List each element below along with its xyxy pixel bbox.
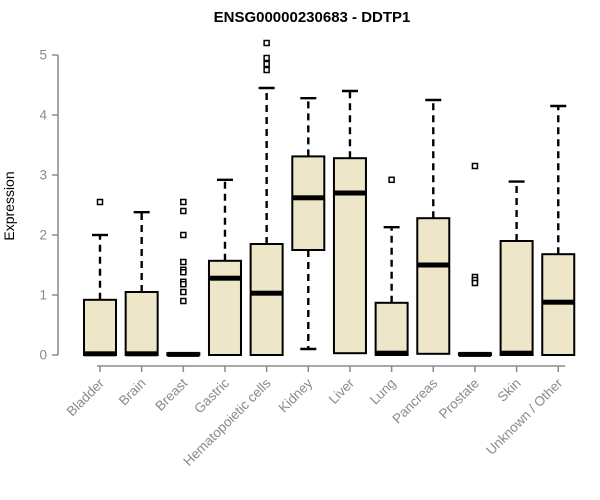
boxplot-kidney: [291, 96, 326, 351]
boxplot-pancreas: [416, 98, 451, 355]
iqr-box: [249, 243, 284, 356]
x-tick-label-brain: Brain: [116, 376, 149, 409]
boxplot-prostate: [457, 162, 492, 357]
outlier-point: [180, 280, 187, 288]
x-tick-label-breast: Breast: [152, 375, 190, 413]
y-tick-label: 1: [39, 288, 47, 303]
y-axis-label: Expression: [1, 171, 17, 240]
median-bar: [250, 290, 283, 296]
y-tick-label: 5: [39, 48, 47, 63]
iqr-box: [83, 298, 117, 356]
median-bar: [458, 351, 491, 357]
outlier-point: [180, 258, 187, 266]
y-tick-label: 4: [39, 108, 47, 123]
x-tick-label-skin: Skin: [495, 376, 524, 405]
iqr-box: [291, 155, 326, 251]
outlier-point: [263, 39, 270, 47]
outlier-point: [180, 198, 187, 206]
boxplot-hematopoietic-cells: [249, 39, 284, 356]
boxplot-liver: [332, 89, 367, 355]
outlier-point: [180, 288, 187, 296]
median-bar: [167, 351, 200, 357]
boxplot-unknown-other: [541, 104, 576, 356]
x-tick-label-gastric: Gastric: [191, 375, 232, 416]
boxplot-breast: [166, 198, 201, 357]
boxplot-gastric: [207, 178, 242, 356]
outlier-point: [471, 162, 479, 170]
median-bar: [375, 350, 408, 356]
median-bar: [417, 262, 450, 268]
median-bar: [500, 350, 533, 356]
median-bar: [542, 299, 575, 305]
median-bar: [125, 351, 158, 357]
boxplot-bladder: [83, 198, 117, 357]
x-tick-label-unknown-other: Unknown / Other: [483, 375, 566, 458]
x-tick-label-bladder: Bladder: [64, 375, 108, 419]
iqr-box: [207, 259, 242, 356]
median-bar: [84, 351, 116, 357]
outlier-point: [263, 54, 270, 62]
boxes: [83, 39, 576, 357]
outlier-point: [471, 279, 479, 287]
boxplot-brain: [124, 210, 159, 357]
outlier-point: [180, 207, 187, 215]
x-tick-label-lung: Lung: [367, 376, 399, 408]
iqr-box: [374, 301, 409, 356]
x-tick-label-pancreas: Pancreas: [389, 375, 440, 426]
median-bar: [208, 275, 241, 281]
x-tick-label-prostate: Prostate: [436, 376, 482, 422]
outlier-point: [388, 176, 395, 184]
outlier-point: [263, 66, 270, 74]
outlier-point: [180, 231, 187, 239]
boxplot-skin: [499, 180, 534, 356]
y-tick-label: 2: [39, 228, 47, 243]
chart-title: ENSG00000230683 - DDTP1: [214, 9, 411, 26]
boxplot-lung: [374, 176, 409, 356]
outlier-point: [263, 60, 270, 68]
x-tick-label-liver: Liver: [326, 375, 358, 407]
median-bar: [292, 195, 325, 201]
outlier-point: [96, 198, 104, 206]
y-tick-label: 3: [39, 168, 47, 183]
x-tick-label-kidney: Kidney: [276, 375, 316, 415]
median-bar: [333, 190, 366, 196]
iqr-box: [499, 240, 534, 356]
outlier-point: [180, 268, 187, 276]
iqr-box: [332, 157, 367, 355]
y-tick-label: 0: [39, 348, 47, 363]
iqr-box: [416, 217, 451, 355]
iqr-box: [124, 291, 159, 356]
outlier-point: [180, 297, 187, 305]
